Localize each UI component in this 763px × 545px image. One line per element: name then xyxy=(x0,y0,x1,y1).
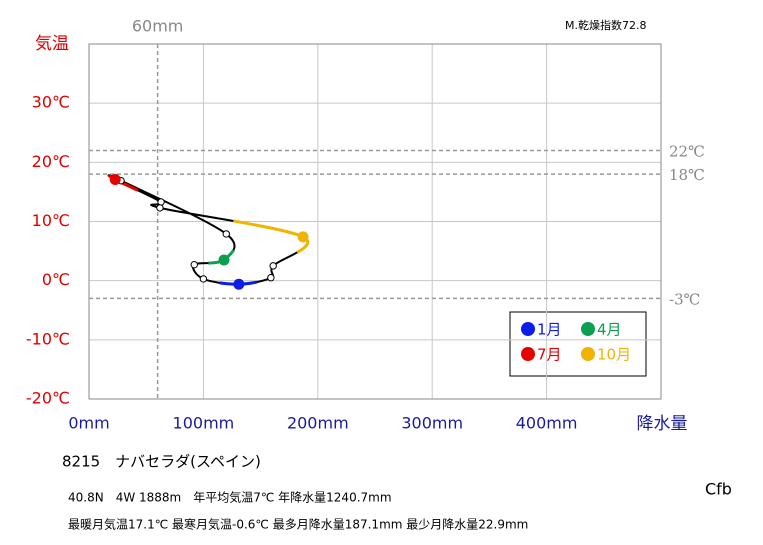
legend-marker xyxy=(581,347,595,361)
month-marker xyxy=(199,275,208,283)
month-marker-highlight xyxy=(233,278,245,290)
y-tick-label: 20℃ xyxy=(32,152,70,171)
reference-label: 18℃ xyxy=(669,166,705,184)
y-tick-label: 10℃ xyxy=(32,211,70,230)
month-marker xyxy=(222,230,230,238)
legend-label: 1月 xyxy=(537,321,562,339)
month-marker-highlight xyxy=(109,173,121,185)
legend-marker xyxy=(581,322,595,336)
month-marker-highlight xyxy=(297,231,309,243)
info-line: 最暖月気温17.1℃ 最寒月気温-0.6℃ 最多月降水量187.1mm 最少月降… xyxy=(68,517,528,532)
month-marker xyxy=(267,274,275,282)
index-note: M.乾燥指数72.8 xyxy=(565,18,646,32)
legend-box xyxy=(509,311,647,377)
plot-frame xyxy=(88,43,662,400)
reference-label: 22℃ xyxy=(669,143,705,161)
x-tick-label: 400mm xyxy=(516,414,578,433)
reference-label: 60mm xyxy=(132,17,184,36)
legend-label: 10月 xyxy=(597,346,631,364)
legend-marker xyxy=(521,322,535,336)
x-tick-label: 200mm xyxy=(287,414,349,433)
x-axis-label: 降水量 xyxy=(637,414,688,434)
y-tick-label: 0℃ xyxy=(42,270,70,289)
legend-marker xyxy=(521,347,535,361)
y-tick-label: -20℃ xyxy=(26,389,70,408)
y-tick-label: -10℃ xyxy=(26,329,70,348)
x-tick-label: 300mm xyxy=(401,414,463,433)
x-tick-label: 0mm xyxy=(68,414,109,433)
y-tick-label: 30℃ xyxy=(32,93,70,112)
month-marker xyxy=(157,198,165,206)
x-tick-label: 100mm xyxy=(173,414,235,433)
climate-class: Cfb xyxy=(705,480,732,499)
month-marker xyxy=(190,260,198,269)
station-title: 8215 ナバセラダ(スペイン) xyxy=(62,453,261,471)
reference-label: -3℃ xyxy=(669,290,700,308)
legend-label: 4月 xyxy=(597,321,622,339)
info-line: 40.8N 4W 1888m 年平均気温7℃ 年降水量1240.7mm xyxy=(68,490,392,505)
month-marker xyxy=(156,204,164,212)
month-marker-highlight xyxy=(218,254,230,266)
month-marker xyxy=(269,262,277,270)
y-axis-label: 気温 xyxy=(35,34,69,54)
legend-label: 7月 xyxy=(537,346,562,364)
